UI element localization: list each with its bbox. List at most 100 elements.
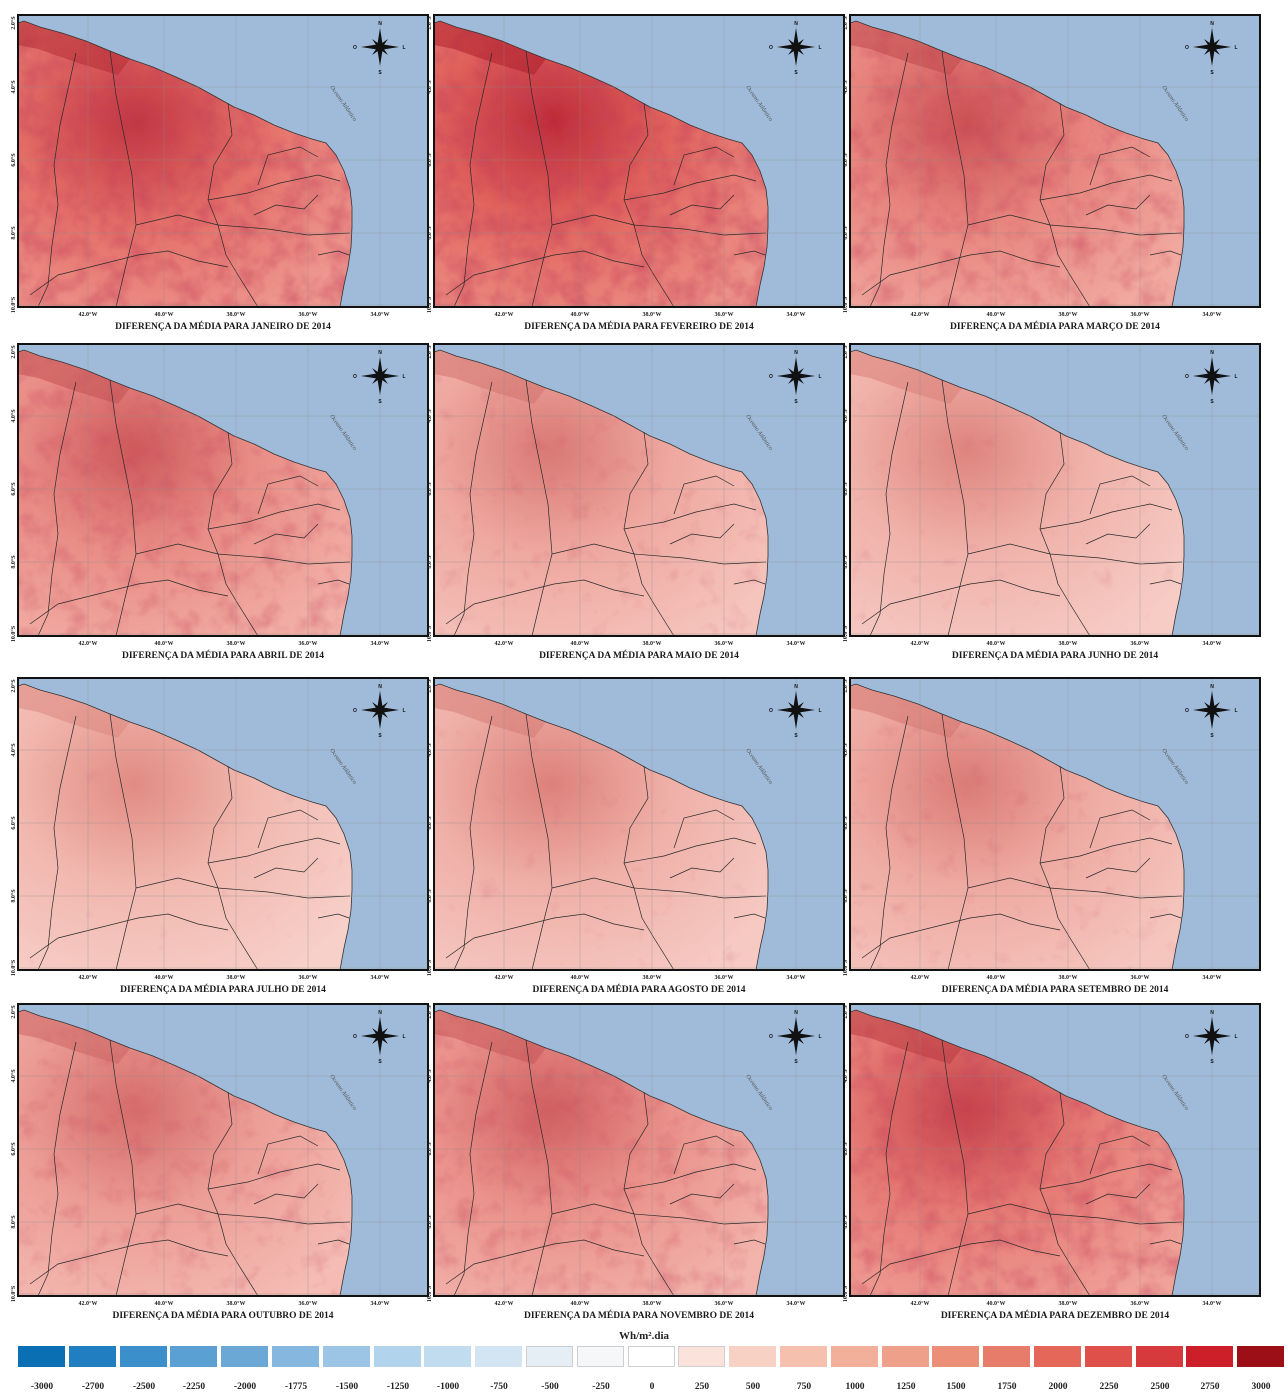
compass-label-south: S [1210, 733, 1214, 739]
longitude-label: 38.0°W [643, 974, 662, 981]
latitude-label: 2.0°S [842, 1005, 849, 1019]
map-panel: Oceano Atlântico N S O L 2.0°S 4.0°S 6.0°S 8.0°S… [426, 343, 845, 665]
longitude-label: 40.0°W [987, 640, 1006, 647]
map-frame [17, 14, 429, 308]
longitude-label: 34.0°W [371, 1300, 390, 1307]
state-border [1085, 523, 1151, 545]
legend-tick-label: -2700 [81, 1382, 105, 1392]
legend-swatch [69, 1346, 116, 1367]
state-border [207, 503, 341, 530]
compass-label-south: S [378, 1059, 382, 1065]
latitude-label: 10.0°S [10, 296, 17, 313]
legend-swatch [18, 1346, 65, 1367]
longitude-label: 40.0°W [155, 311, 174, 318]
state-border [135, 214, 351, 236]
legend-tick-label: 1500 [946, 1382, 966, 1392]
state-border [207, 431, 233, 555]
state-border [109, 1039, 137, 1296]
compass-label-north: N [378, 21, 382, 27]
compass-label-west: O [769, 45, 773, 51]
compass-rose-icon: N S O L [769, 684, 821, 739]
longitude-label: 42.0°W [79, 1300, 98, 1307]
coastline [850, 349, 1185, 636]
compass-rose-icon: N S O L [353, 1010, 405, 1065]
state-border [253, 1183, 319, 1205]
map-panel: Oceano Atlântico N S O L 2.0°S 4.0°S 6.0°S 8.0°S… [426, 14, 845, 336]
legend-tick-label: 750 [796, 1382, 812, 1392]
legend-swatch [983, 1346, 1030, 1367]
state-border [861, 579, 1061, 625]
longitude-label: 36.0°W [299, 974, 318, 981]
state-border [37, 715, 77, 970]
state-border [869, 381, 909, 636]
monthly-maps-grid: Oceano Atlântico N S O L 2.0°S 4.0°S 6.0°S 8.0°S… [10, 14, 1261, 1325]
state-border [207, 837, 341, 864]
latitude-label: 8.0°S [426, 889, 433, 903]
state-border [941, 1039, 969, 1296]
compass-rose-icon: N S O L [769, 21, 821, 76]
latitude-label: 2.0°S [10, 1005, 17, 1019]
state-border [1039, 1163, 1173, 1190]
map-frame [17, 343, 429, 637]
compass-label-south: S [794, 399, 798, 405]
legend-tick-label: -3000 [30, 1382, 54, 1392]
latitude-label: 6.0°S [842, 482, 849, 496]
state-border [453, 715, 493, 970]
map-frame [433, 343, 845, 637]
state-border [217, 553, 259, 636]
state-border [109, 50, 137, 307]
compass-label-south: S [794, 1059, 798, 1065]
state-border [1039, 174, 1173, 201]
state-border [861, 913, 1061, 959]
latitude-label: 4.0°S [426, 743, 433, 757]
compass-label-west: O [1185, 1034, 1189, 1040]
longitude-label: 36.0°W [299, 311, 318, 318]
state-border [967, 214, 1183, 236]
latitude-label: 10.0°S [10, 1285, 17, 1302]
state-border [669, 194, 735, 216]
state-border [445, 913, 645, 959]
latitude-label: 8.0°S [426, 1215, 433, 1229]
state-border [453, 1041, 493, 1296]
latitude-label: 8.0°S [842, 226, 849, 240]
state-border [317, 1239, 350, 1245]
compass-label-north: N [1210, 350, 1214, 356]
compass-rose-icon: N S O L [353, 21, 405, 76]
legend-swatch [221, 1346, 268, 1367]
longitude-label: 42.0°W [495, 1300, 514, 1307]
latitude-label: 2.0°S [10, 345, 17, 359]
legend-tick-label: -1000 [436, 1382, 460, 1392]
state-border [1049, 553, 1091, 636]
longitude-label: 38.0°W [227, 1300, 246, 1307]
longitude-label: 38.0°W [227, 311, 246, 318]
coastline [850, 1009, 1185, 1296]
latitude-label: 10.0°S [842, 625, 849, 642]
compass-label-west: O [353, 1034, 357, 1040]
latitude-label: 10.0°S [426, 625, 433, 642]
map-panel: Oceano Atlântico N S O L 2.0°S 4.0°S 6.0°S 8.0°S… [426, 1003, 845, 1325]
compass-label-west: O [353, 708, 357, 714]
coastline [18, 1009, 353, 1296]
latitude-label: 4.0°S [426, 1069, 433, 1083]
state-border [135, 1203, 351, 1225]
longitude-label: 42.0°W [911, 974, 930, 981]
compass-label-east: L [1234, 708, 1237, 714]
latitude-label: 8.0°S [10, 555, 17, 569]
state-border [673, 1135, 735, 1175]
state-border [967, 877, 1183, 899]
state-border [525, 50, 553, 307]
legend-tick-label: 2750 [1200, 1382, 1220, 1392]
state-border [1085, 857, 1151, 879]
state-border [1089, 475, 1151, 515]
legend-swatch [424, 1346, 471, 1367]
legend-swatch [628, 1346, 675, 1367]
longitude-label: 40.0°W [987, 974, 1006, 981]
state-border [941, 713, 969, 970]
state-border [217, 224, 259, 307]
legend-swatch [1085, 1346, 1132, 1367]
latitude-label: 2.0°S [10, 16, 17, 30]
longitude-label: 38.0°W [643, 1300, 662, 1307]
map-frame [849, 1003, 1261, 1297]
state-border [29, 913, 229, 959]
